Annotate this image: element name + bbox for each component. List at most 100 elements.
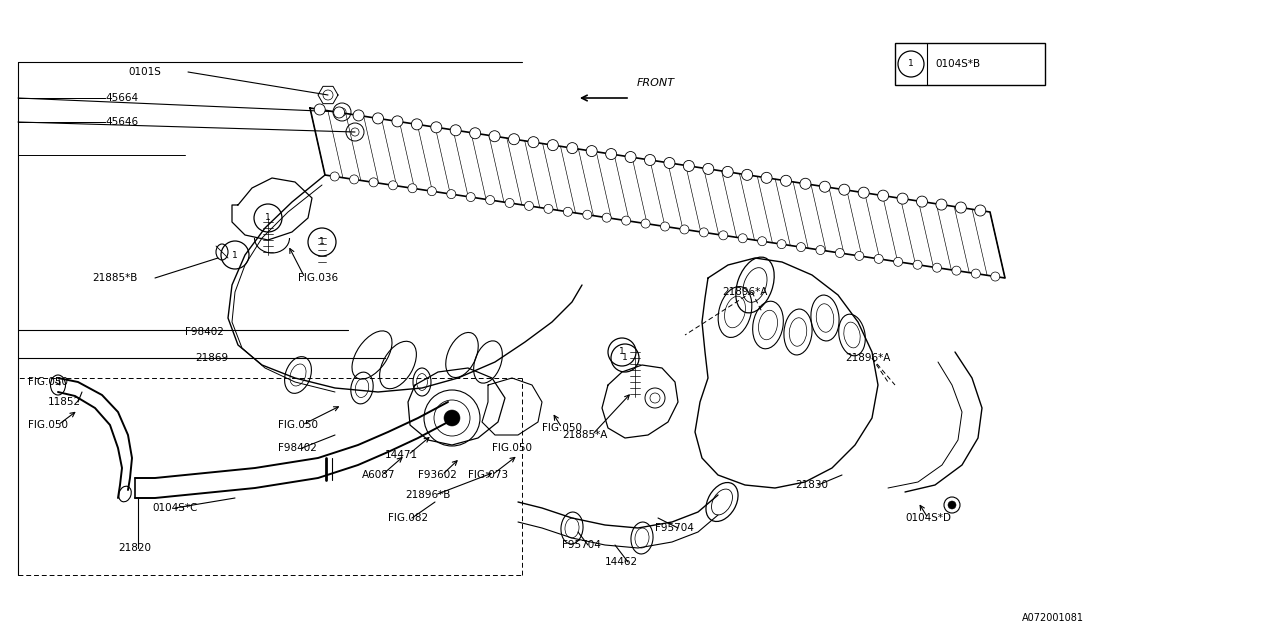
- Circle shape: [800, 179, 812, 189]
- Circle shape: [544, 204, 553, 213]
- Text: 0104S*B: 0104S*B: [934, 59, 980, 69]
- Circle shape: [602, 213, 612, 222]
- Circle shape: [447, 189, 456, 198]
- Circle shape: [815, 246, 824, 255]
- Text: A072001081: A072001081: [1021, 613, 1084, 623]
- Text: 0104S*D: 0104S*D: [905, 513, 951, 523]
- Text: FIG.050: FIG.050: [28, 377, 68, 387]
- Circle shape: [878, 190, 888, 201]
- Circle shape: [699, 228, 708, 237]
- Circle shape: [913, 260, 922, 269]
- Text: 11852: 11852: [49, 397, 81, 407]
- Circle shape: [897, 193, 908, 204]
- Circle shape: [428, 187, 436, 196]
- Circle shape: [703, 163, 714, 175]
- Text: 1: 1: [319, 237, 325, 246]
- Text: FRONT: FRONT: [637, 78, 675, 88]
- Circle shape: [586, 145, 598, 157]
- Circle shape: [622, 216, 631, 225]
- Circle shape: [955, 202, 966, 213]
- Text: F95704: F95704: [655, 523, 694, 533]
- Text: F98402: F98402: [278, 443, 317, 453]
- Circle shape: [489, 131, 500, 141]
- Circle shape: [408, 184, 417, 193]
- Circle shape: [916, 196, 928, 207]
- Circle shape: [431, 122, 442, 133]
- Circle shape: [664, 157, 675, 168]
- Circle shape: [739, 234, 748, 243]
- Text: F95704: F95704: [562, 540, 600, 550]
- Text: F93602: F93602: [419, 470, 457, 480]
- Circle shape: [936, 199, 947, 210]
- Text: 14462: 14462: [605, 557, 639, 567]
- Circle shape: [975, 205, 986, 216]
- Circle shape: [506, 198, 515, 207]
- Circle shape: [874, 254, 883, 264]
- Text: FIG.050: FIG.050: [28, 420, 68, 430]
- Text: 21885*B: 21885*B: [92, 273, 137, 283]
- Text: 1: 1: [265, 214, 271, 223]
- Circle shape: [781, 175, 791, 186]
- Circle shape: [719, 231, 728, 240]
- Text: FIG.050: FIG.050: [492, 443, 532, 453]
- Text: 21896*A: 21896*A: [845, 353, 891, 363]
- Circle shape: [444, 410, 460, 426]
- Circle shape: [314, 104, 325, 115]
- Circle shape: [722, 166, 733, 177]
- Circle shape: [933, 263, 942, 272]
- Circle shape: [972, 269, 980, 278]
- Circle shape: [389, 180, 398, 190]
- Circle shape: [369, 178, 378, 187]
- Circle shape: [948, 501, 956, 509]
- Text: 1: 1: [232, 250, 238, 259]
- Text: 45664: 45664: [105, 93, 138, 103]
- Circle shape: [582, 210, 591, 220]
- Circle shape: [641, 219, 650, 228]
- Text: 0101S: 0101S: [128, 67, 161, 77]
- Circle shape: [645, 154, 655, 166]
- Circle shape: [762, 172, 772, 183]
- Text: 1: 1: [908, 60, 914, 68]
- Text: 0104S*C: 0104S*C: [152, 503, 197, 513]
- Text: A6087: A6087: [362, 470, 396, 480]
- Circle shape: [349, 175, 358, 184]
- Circle shape: [485, 195, 494, 205]
- Text: 14471: 14471: [385, 450, 419, 460]
- Text: FIG.082: FIG.082: [388, 513, 428, 523]
- Circle shape: [330, 172, 339, 181]
- Circle shape: [353, 110, 364, 121]
- Circle shape: [819, 181, 831, 192]
- Circle shape: [563, 207, 572, 216]
- Text: 21830: 21830: [795, 480, 828, 490]
- Text: 21885*A: 21885*A: [562, 430, 608, 440]
- Circle shape: [838, 184, 850, 195]
- Text: 1: 1: [620, 348, 625, 356]
- Text: 21896*B: 21896*B: [404, 490, 451, 500]
- Circle shape: [684, 161, 694, 172]
- Circle shape: [466, 193, 475, 202]
- Text: 45646: 45646: [105, 117, 138, 127]
- Circle shape: [660, 222, 669, 231]
- Circle shape: [548, 140, 558, 150]
- Circle shape: [991, 272, 1000, 281]
- Circle shape: [777, 239, 786, 249]
- Circle shape: [858, 187, 869, 198]
- Text: 1: 1: [622, 353, 628, 362]
- Circle shape: [334, 107, 344, 118]
- Circle shape: [680, 225, 689, 234]
- Circle shape: [508, 134, 520, 145]
- Circle shape: [741, 170, 753, 180]
- Text: FIG.073: FIG.073: [468, 470, 508, 480]
- Circle shape: [470, 128, 481, 139]
- Circle shape: [451, 125, 461, 136]
- Text: 21869: 21869: [195, 353, 228, 363]
- Circle shape: [527, 137, 539, 148]
- Circle shape: [605, 148, 617, 159]
- Text: FIG.050: FIG.050: [541, 423, 582, 433]
- Circle shape: [796, 243, 805, 252]
- Circle shape: [525, 202, 534, 211]
- Circle shape: [758, 237, 767, 246]
- Text: 21820: 21820: [118, 543, 151, 553]
- Circle shape: [893, 257, 902, 266]
- Circle shape: [392, 116, 403, 127]
